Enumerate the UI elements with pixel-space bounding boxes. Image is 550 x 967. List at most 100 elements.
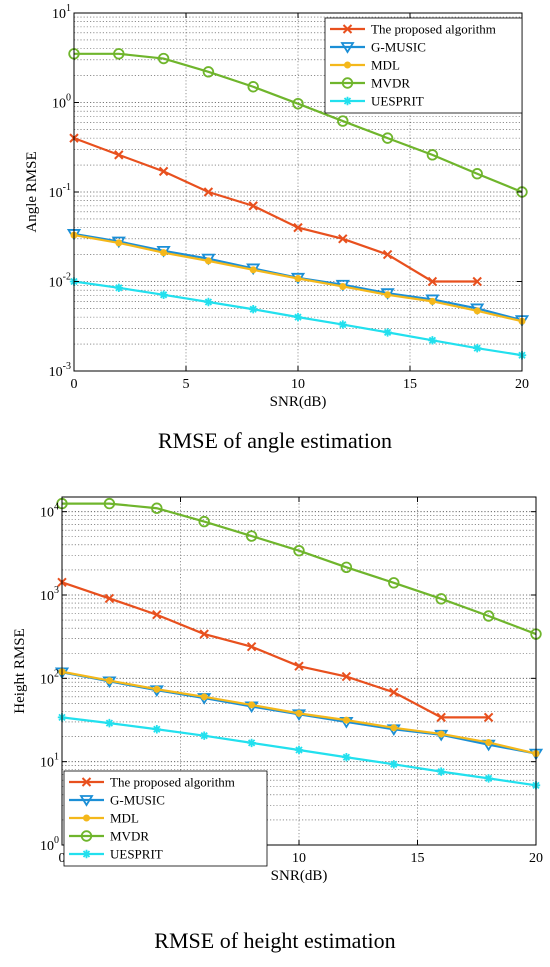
marker-circle [103,497,116,510]
marker-asterisk [249,305,258,314]
marker-circle [113,48,125,60]
marker-x [341,671,352,682]
marker-asterisk [473,343,482,353]
marker-asterisk [114,283,123,293]
legend-entry: MVDR [330,76,410,91]
legend-label: MVDR [110,829,149,844]
marker-dot [473,307,481,315]
legend-label: UESPRIT [371,94,424,109]
marker-circle [293,545,305,557]
legend-entry: MDL [330,58,400,73]
marker-x [158,166,169,177]
marker-dot [339,282,347,290]
series-2 [58,668,540,758]
marker-x [246,641,257,652]
marker-asterisk [428,336,437,345]
y-tick-label: 103 [40,585,59,604]
marker-x [294,661,304,671]
marker-asterisk [200,731,209,740]
marker-asterisk [389,760,398,769]
legend-label: G-MUSIC [371,40,426,55]
marker-dot [344,61,351,69]
marker-circle [341,77,354,89]
marker-x [293,222,303,233]
marker-circle [388,577,400,589]
x-axis-label: SNR(dB) [271,868,328,884]
marker-circle [151,502,163,514]
marker-x [427,276,438,287]
series-line [61,581,489,719]
x-tick-label: 10 [291,377,305,392]
marker-asterisk [152,725,161,734]
marker-x [203,187,214,197]
y-tick-label: 100 [52,93,71,112]
x-axis-label: SNR(dB) [270,394,327,410]
marker-x [199,629,209,639]
marker-dot [384,291,392,299]
marker-asterisk [342,753,351,762]
marker-asterisk [159,290,168,300]
marker-circle [80,830,93,842]
y-tick-label: 10-2 [49,272,71,291]
legend: The proposed algorithm G-MUSIC MDL MVDR UESP… [324,17,523,114]
series-line [62,502,537,636]
marker-triangle [340,42,355,54]
marker-dot [153,685,161,693]
marker-asterisk [343,96,352,106]
y-tick-label: 101 [52,3,71,22]
marker-x [389,687,399,698]
legend-label: UESPRIT [110,847,163,862]
marker-dot [249,266,257,274]
y-tick-label: 10-3 [49,361,71,380]
marker-dot [485,738,493,746]
y-tick-label: 100 [40,835,59,854]
marker-dot [342,716,350,724]
marker-circle [157,52,170,65]
marker-circle [471,168,483,180]
marker-circle [381,132,394,144]
marker-x [114,150,124,160]
legend-entry: The proposed algorithm [69,775,235,790]
marker-asterisk [484,774,493,783]
marker-x [338,234,348,244]
marker-asterisk [437,767,446,776]
series-0 [69,133,482,287]
series-2 [70,231,526,325]
legend-label: The proposed algorithm [110,775,235,790]
marker-circle [198,515,210,528]
marker-circle [340,561,353,574]
height-chart-caption: RMSE of height estimation [154,928,396,953]
marker-circle [202,66,215,78]
marker-asterisk [204,297,213,307]
series-line [74,52,523,194]
marker-asterisk [82,849,91,859]
y-tick-label: 10-1 [49,182,71,201]
series-0 [57,577,494,723]
marker-circle [482,610,495,622]
marker-x [248,201,258,211]
marker-x [342,24,353,34]
marker-circle [435,593,447,605]
marker-dot [428,297,436,305]
marker-dot [437,730,445,738]
legend-entry: G-MUSIC [330,40,426,55]
legend-entry: UESPRIT [330,94,424,109]
marker-asterisk [338,320,347,329]
y-axis-label: Angle RMSE [24,151,40,232]
x-tick-label: 20 [529,851,543,866]
y-tick-label: 102 [40,668,59,687]
marker-circle [292,97,304,110]
marker-x [436,712,446,723]
marker-dot [83,814,90,822]
y-tick-label: 101 [40,752,59,771]
marker-dot [294,275,302,283]
marker-dot [115,239,123,247]
marker-dot [105,677,113,685]
marker-asterisk [294,745,304,755]
marker-triangle [79,795,94,807]
series-line [73,137,478,283]
x-tick-label: 20 [515,377,529,392]
marker-dot [200,693,208,701]
height-rmse-chart: 05101520100101102103104SNR(dB)Height RMS… [12,496,544,884]
marker-circle [337,115,349,127]
